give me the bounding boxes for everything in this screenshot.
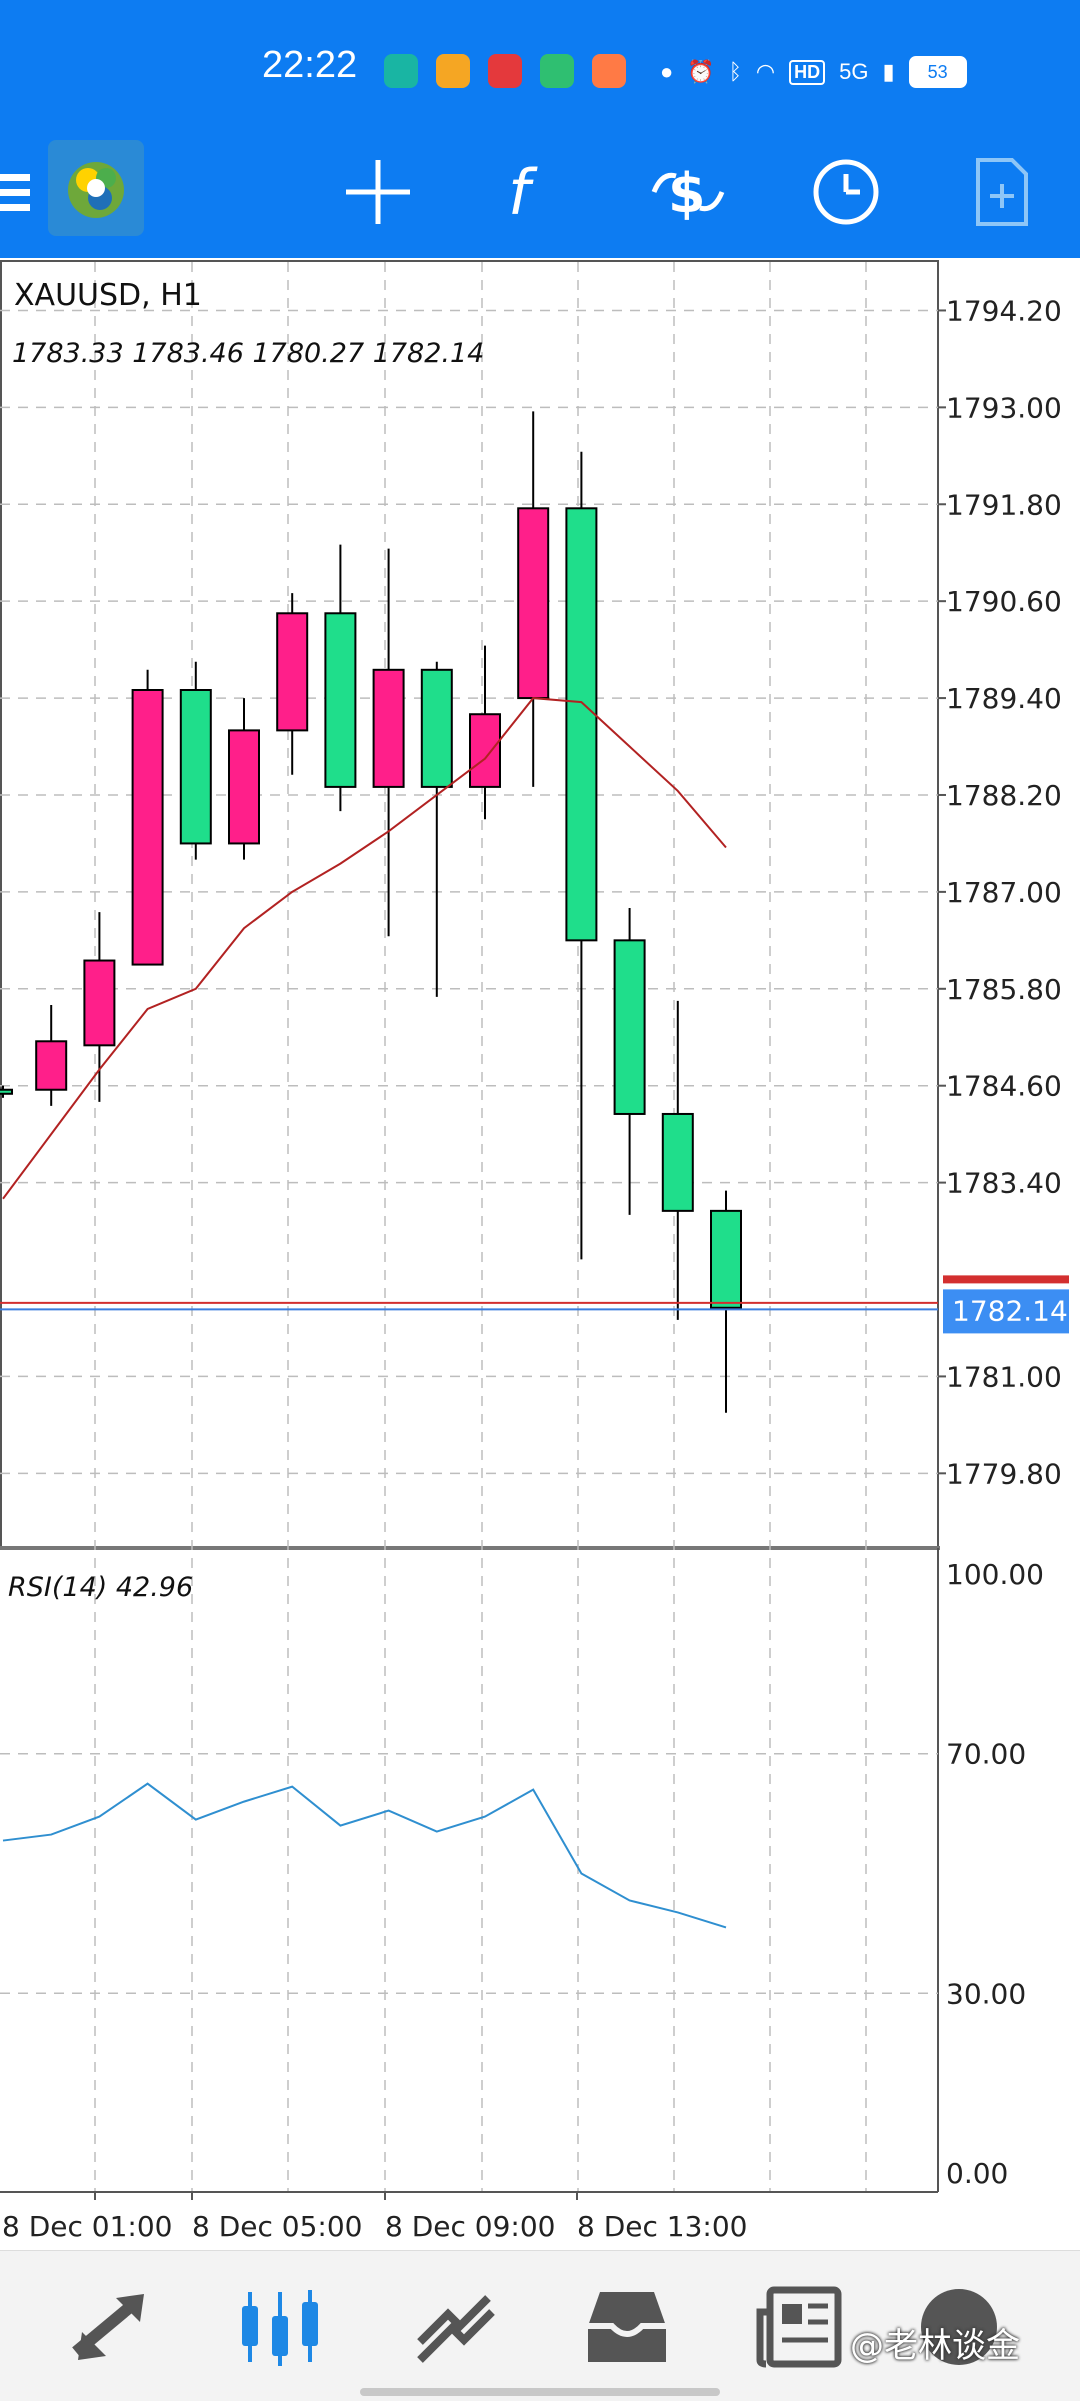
chart-grid	[0, 262, 938, 2192]
time-axis-labels: 8 Dec 01:00 8 Dec 05:00 8 Dec 09:00 8 Dec 1…	[0, 2191, 938, 2243]
toutiao-icon	[488, 54, 522, 88]
bid-price-marker	[943, 1275, 1069, 1284]
candle-body	[131, 689, 164, 966]
ohlc-label: 1783.33 1783.46 1780.27 1782.14	[12, 338, 484, 369]
candle-body	[0, 1088, 13, 1095]
candle-body	[228, 729, 260, 845]
dot-icon: ●	[660, 59, 674, 84]
price-tick-label: 1793.00	[946, 391, 1062, 424]
symbol-label: XAUUSD, H1	[14, 278, 202, 313]
candlestick-series	[0, 411, 742, 1413]
timeframe-icon[interactable]	[806, 152, 886, 232]
chart-panel[interactable]: 1794.20 1793.00 1791.80 1790.60 1789.40 1788.…	[0, 258, 1080, 2250]
candle-body	[661, 1112, 694, 1212]
rsi-tick-label: 70.00	[946, 1738, 1026, 1771]
candle-body	[276, 612, 309, 732]
status-time: 22:22	[262, 44, 358, 86]
candle-body	[613, 939, 646, 1115]
status-bar: 22:22 ● ⏰ ᛒ ◠ HD 5G ▮ 53	[0, 0, 1080, 130]
trade-icon[interactable]: $	[648, 152, 728, 232]
price-tick-label: 1785.80	[946, 973, 1062, 1006]
rsi-grid	[0, 1752, 938, 1995]
price-tick-label: 1781.00	[946, 1360, 1062, 1393]
candle-body	[372, 668, 405, 788]
rsi-tick-label: 30.00	[946, 1977, 1026, 2010]
boss-zhipin-icon	[384, 54, 418, 88]
watermark: @老林谈金	[850, 2326, 1020, 2366]
rsi-label: RSI(14) 42.96	[8, 1572, 193, 1603]
moving-average-line	[2, 697, 727, 1200]
bottom-navigation	[0, 2250, 1080, 2401]
bluetooth-icon: ᛒ	[728, 59, 742, 84]
current-price-label: 1782.14	[952, 1294, 1068, 1327]
battery-indicator: 53	[908, 56, 967, 88]
hd-badge: HD	[789, 59, 826, 85]
time-tick-label: 8 Dec 05:00	[192, 2210, 363, 2243]
candle-body	[179, 689, 212, 845]
crosshair-icon[interactable]	[338, 152, 418, 232]
indicators-icon[interactable]: f	[490, 152, 570, 232]
game-icon	[592, 54, 626, 88]
menu-icon[interactable]	[0, 152, 50, 232]
candle-body	[710, 1209, 742, 1309]
candle-body	[517, 507, 550, 700]
rsi-line	[2, 1782, 727, 1929]
price-tick-label: 1790.60	[946, 585, 1062, 618]
top-toolbar	[0, 130, 1080, 258]
price-axis-labels: 1794.20 1793.00 1791.80 1790.60 1789.40 1788.…	[938, 294, 1062, 1490]
candle-body	[420, 668, 453, 788]
time-tick-label: 8 Dec 01:00	[2, 2210, 173, 2243]
messages-icon[interactable]	[914, 2282, 1004, 2372]
price-tick-label: 1783.40	[946, 1167, 1062, 1200]
quotes-icon[interactable]	[66, 2282, 156, 2372]
history-icon[interactable]	[582, 2282, 672, 2372]
network-type: 5G	[839, 59, 869, 84]
news-icon[interactable]	[756, 2282, 846, 2372]
candle-body	[469, 713, 501, 788]
time-tick-label: 8 Dec 09:00	[385, 2210, 556, 2243]
candle-body	[35, 1040, 68, 1091]
time-tick-label: 8 Dec 13:00	[577, 2210, 748, 2243]
chart-icon[interactable]	[236, 2282, 326, 2372]
rsi-axis-labels: 100.00 70.00 30.00 0.00	[946, 1558, 1044, 2190]
price-tick-label: 1791.80	[946, 488, 1062, 521]
alarm-icon: ⏰	[687, 59, 715, 84]
new-document-icon[interactable]	[962, 152, 1042, 232]
rsi-tick-label: 100.00	[946, 1558, 1044, 1591]
svg-text:f: f	[508, 156, 538, 229]
price-tick-label: 1787.00	[946, 876, 1062, 909]
candle-body	[83, 959, 116, 1047]
metatrader-logo-icon[interactable]	[48, 140, 144, 236]
signal-icon: ▮	[882, 59, 895, 84]
price-tick-label: 1788.20	[946, 779, 1062, 812]
candle-body	[565, 507, 598, 942]
price-tick-label: 1789.40	[946, 682, 1062, 715]
rsi-tick-label: 0.00	[946, 2157, 1008, 2190]
wechat-mini-icon	[540, 54, 574, 88]
price-tick-label: 1794.20	[946, 294, 1062, 327]
price-tick-label: 1784.60	[946, 1070, 1062, 1103]
weibo-icon	[436, 54, 470, 88]
price-tick-label: 1779.80	[946, 1457, 1062, 1490]
price-tag	[943, 1289, 1069, 1334]
svg-text:$: $	[668, 162, 706, 225]
wifi-icon: ◠	[755, 59, 776, 84]
candle-body	[324, 612, 357, 788]
gesture-handle	[360, 2388, 720, 2396]
status-indicators: ● ⏰ ᛒ ◠ HD 5G ▮ 53	[660, 52, 967, 92]
trade-icon[interactable]	[412, 2282, 502, 2372]
